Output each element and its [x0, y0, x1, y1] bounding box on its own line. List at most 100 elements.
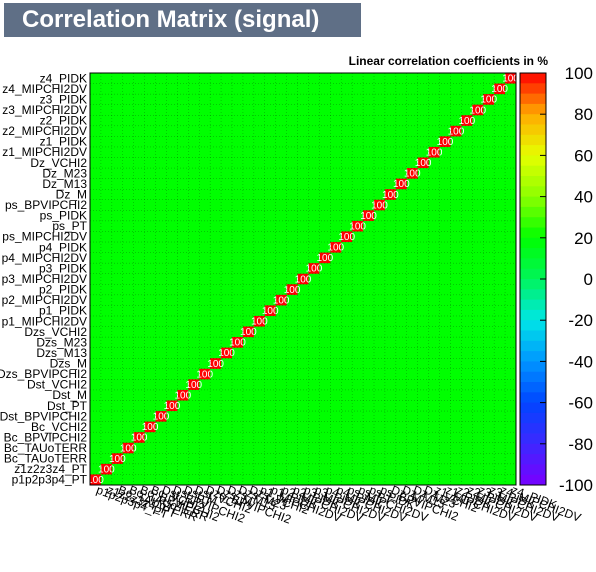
diagonal-cell-label: 100 [240, 327, 257, 338]
diagonal-cell [188, 379, 200, 390]
colorbar-segment [520, 351, 546, 362]
colorbar-segment [520, 165, 546, 177]
diagonal-cell-label: 100 [306, 264, 323, 275]
y-tick-label: Dzs_VCHI2 [24, 325, 87, 339]
colorbar-segment [520, 73, 546, 84]
y-tick-label: Bc_BPVIPCHI2 [4, 430, 88, 444]
diagonal-cell [384, 189, 396, 200]
colorbar-segment [520, 299, 546, 311]
diagonal-cell [363, 210, 374, 221]
chart-subtitle: Linear correlation coefficients in % [348, 54, 548, 68]
colorbar-segment [520, 330, 546, 342]
colorbar-segment [520, 309, 546, 321]
y-tick-label: p4_PIDK [39, 240, 87, 254]
diagonal-cell-label: 100 [196, 369, 213, 380]
colorbar-segment [520, 134, 546, 146]
colorbar-segment [520, 124, 546, 136]
y-tick-label: p1_MIPCHI2DV [2, 314, 87, 328]
diagonal-cell [297, 273, 309, 285]
diagonal-cell-label: 100 [295, 274, 312, 285]
y-tick-label: p3_MIPCHI2DV [2, 272, 87, 286]
colorbar-tick-label: 60 [574, 146, 593, 165]
diagonal-cell-label: 100 [459, 116, 476, 127]
diagonal-cell-label: 100 [262, 306, 279, 317]
colorbar-segment [520, 83, 546, 95]
diagonal-cell-label: 100 [109, 454, 126, 465]
y-tick-label: ps_BPVIPCHI2 [5, 198, 87, 212]
colorbar-segment [520, 145, 546, 156]
colorbar-tick-label: 40 [574, 188, 593, 207]
diagonal-cell-label: 100 [491, 84, 508, 95]
colorbar-segment [520, 114, 546, 125]
diagonal-cell-label: 100 [502, 74, 519, 85]
colorbar-segment [520, 392, 546, 404]
diagonal-cell-label: 100 [480, 95, 497, 106]
diagonal-cell-label: 100 [338, 232, 355, 243]
diagonal-cell [483, 94, 495, 105]
diagonal-cell [111, 453, 123, 464]
colorbar-tick-label: -80 [568, 435, 593, 454]
chart-title: Correlation Matrix (signal) [4, 3, 361, 37]
y-tick-label: p2_PIDK [39, 283, 87, 297]
diagonal-cell [155, 411, 167, 422]
colorbar-segment [520, 361, 546, 373]
colorbar-segment [520, 320, 546, 331]
y-tick-label: Bc_TAUoTERR [4, 441, 87, 455]
colorbar-segment [520, 217, 546, 228]
diagonal-cell-label: 100 [469, 105, 486, 116]
y-tick-label: Dz_M [56, 187, 87, 201]
y-tick-label: Dzs_M13 [36, 346, 87, 360]
colorbar-segment [520, 206, 546, 218]
diagonal-cell [90, 474, 101, 485]
colorbar-tick-label: -100 [559, 476, 593, 495]
diagonal-cell-label: 100 [404, 169, 421, 180]
colorbar-tick-label: 0 [584, 270, 593, 289]
diagonal-cell-label: 100 [284, 285, 301, 296]
diagonal-cell-label: 100 [98, 464, 115, 475]
diagonal-cell [166, 400, 178, 412]
y-tick-label: ps_PT [52, 219, 87, 233]
colorbar-segment [520, 227, 546, 239]
diagonal-cell [406, 168, 418, 179]
colorbar-segment [520, 289, 546, 301]
colorbar-tick-label: 20 [574, 229, 593, 248]
diagonal-cell [177, 389, 189, 401]
diagonal-cell-label: 100 [371, 200, 388, 211]
y-tick-label: Dst_BPVIPCHI2 [0, 409, 87, 423]
diagonal-cell [352, 220, 364, 232]
y-tick-label: z1_PIDK [40, 135, 87, 149]
diagonal-cell [395, 178, 407, 190]
diagonal-cell [100, 463, 112, 475]
diagonal-cell-label: 100 [251, 317, 268, 328]
diagonal-cell-label: 100 [415, 158, 432, 169]
diagonal-cell-label: 100 [382, 190, 399, 201]
y-tick-label: z3_MIPCHI2DV [2, 103, 87, 117]
colorbar-segment [520, 433, 546, 445]
diagonal-cell [264, 305, 276, 316]
diagonal-cell [232, 337, 243, 348]
diagonal-cell [439, 136, 451, 147]
diagonal-cell [330, 242, 342, 253]
diagonal-cell-label: 100 [185, 380, 202, 391]
y-tick-label: Bc_TAUoTERR [4, 452, 87, 466]
colorbar-segment [520, 103, 546, 115]
colorbar-tick-label: 100 [565, 64, 593, 83]
diagonal-cell-label: 100 [131, 433, 148, 444]
diagonal-cell [472, 104, 484, 116]
colorbar-segment [520, 237, 546, 249]
y-tick-label: p2_MIPCHI2DV [2, 293, 87, 307]
y-tick-label: Dzs_M23 [36, 335, 87, 349]
colorbar-segment [520, 258, 546, 270]
colorbar-segment [520, 248, 546, 259]
diagonal-cell [221, 347, 232, 359]
diagonal-cell-label: 100 [142, 422, 159, 433]
y-tick-label: z4_PIDK [40, 71, 87, 85]
diagonal-cell [428, 146, 440, 158]
colorbar-segment [520, 402, 546, 414]
diagonal-cell-label: 100 [393, 179, 410, 190]
y-tick-label: p3_PIDK [39, 261, 87, 275]
diagonal-cell-label: 100 [218, 348, 235, 359]
y-tick-label: z1_MIPCHI2DV [2, 145, 87, 159]
colorbar-segment [520, 155, 546, 167]
